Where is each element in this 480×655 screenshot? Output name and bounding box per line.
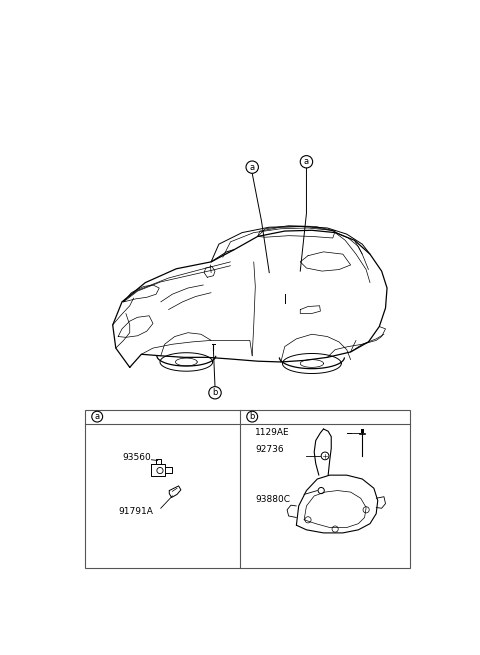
- Circle shape: [92, 411, 103, 422]
- Bar: [85, 409, 410, 567]
- Circle shape: [300, 156, 312, 168]
- Text: 92736: 92736: [255, 445, 284, 454]
- Circle shape: [209, 386, 221, 399]
- Circle shape: [246, 161, 258, 174]
- Text: 93560: 93560: [122, 453, 151, 462]
- Text: b: b: [212, 388, 218, 398]
- Text: 93880C: 93880C: [255, 495, 290, 504]
- Text: 1129AE: 1129AE: [255, 428, 290, 438]
- Text: a: a: [304, 157, 309, 166]
- Text: 91791A: 91791A: [118, 507, 153, 516]
- Text: a: a: [250, 162, 255, 172]
- Text: b: b: [250, 412, 255, 421]
- Text: a: a: [95, 412, 100, 421]
- Circle shape: [247, 411, 258, 422]
- Bar: [360, 429, 364, 433]
